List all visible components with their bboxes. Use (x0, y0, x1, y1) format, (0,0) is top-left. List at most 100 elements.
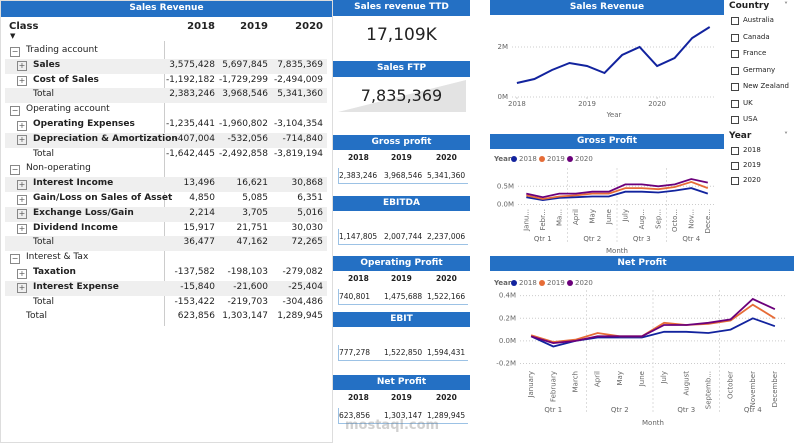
row-band (5, 58, 327, 74)
cell-value: 623,856 (177, 311, 215, 322)
slicer-item[interactable]: France (743, 49, 767, 57)
kpi-year: 2018 (348, 393, 369, 402)
chart-title: Net Profit (490, 256, 794, 271)
expand-icon: − (10, 253, 20, 264)
legend-marker (511, 280, 517, 286)
y-tick-label: 0.0M (497, 201, 514, 209)
row-label: Total (33, 89, 55, 100)
kpi-value: 2,383,246 (339, 171, 378, 180)
cell-value: 3,575,428 (169, 59, 215, 70)
group-label: Qtr 2 (583, 235, 601, 243)
y-tick-label: 0M (498, 93, 509, 101)
x-tick-label: May (616, 371, 624, 385)
x-tick-label: 2020 (648, 100, 666, 108)
kpi-year: 2019 (391, 274, 412, 283)
group-label: Qtr 3 (633, 235, 651, 243)
slicer-item[interactable]: 2018 (743, 146, 761, 154)
cell-value: 72,265 (291, 237, 324, 248)
kpi-underline (338, 360, 468, 361)
table-panel: Sales Revenue Class 2018 2019 2020 ▼ − Trading … (0, 0, 333, 443)
line (526, 178, 708, 199)
x-tick-label: Ma... (555, 209, 563, 226)
kpi-year: 2020 (436, 393, 457, 402)
checkbox (731, 177, 739, 185)
checkbox (731, 17, 739, 25)
expand-icon: − (10, 46, 20, 57)
row-label: Operating Expenses (33, 119, 135, 129)
kpi-year: 2020 (436, 153, 457, 162)
cell-value: 5,341,360 (277, 89, 323, 100)
kpi-title: Operating Profit (333, 256, 470, 271)
kpi-value: 1,147,805 (339, 232, 378, 241)
legend-label: 2020 (575, 279, 593, 287)
slicer-title: Country (729, 1, 770, 11)
slicer-item[interactable]: 2019 (743, 161, 761, 169)
checkbox (731, 162, 739, 170)
area-shape (338, 80, 466, 112)
slicer-item[interactable]: New Zealand (743, 82, 789, 90)
cell-value: 2,214 (189, 207, 215, 218)
x-tick-label: Janu... (522, 209, 530, 232)
column-header: Class (9, 21, 39, 32)
watermark: mostaql.com (345, 418, 440, 433)
cell-value: 30,030 (291, 222, 324, 233)
slicer-item[interactable]: USA (743, 115, 758, 123)
expand-icon: + (17, 209, 27, 220)
row-band (5, 132, 327, 148)
x-tick-label: June (605, 209, 613, 225)
slicer-item[interactable]: Germany (743, 65, 776, 74)
column-header: 2018 (187, 21, 215, 32)
group-label: Qtr 2 (611, 406, 629, 414)
slicer-title: Year (729, 131, 752, 141)
kpi-value: 2,007,744 (384, 232, 423, 241)
cell-value: -3,819,194 (273, 148, 323, 159)
expand-icon: + (17, 283, 27, 294)
row-label: Sales (33, 59, 61, 70)
kpi-title: EBITDA (333, 196, 470, 211)
row-label: Total (33, 237, 55, 248)
kpi-year: 2020 (436, 274, 457, 283)
card-shape (338, 80, 466, 112)
row-label: Non-operating (26, 163, 91, 174)
x-tick-label: August (682, 371, 690, 396)
y-tick-label: 0.2M (499, 314, 516, 322)
cell-value: 1,289,945 (277, 311, 323, 322)
slicer-item[interactable]: UK (743, 98, 753, 107)
x-tick-label: December (771, 371, 779, 407)
legend-marker (539, 280, 545, 286)
card-title: Sales revenue TTD (333, 0, 470, 16)
row-label: Dividend Income (33, 222, 118, 233)
row-label: Gain/Loss on Sales of Asset (33, 193, 173, 203)
x-axis-title: Month (606, 247, 628, 255)
legend-label: 2019 (547, 155, 565, 163)
group-label: Qtr 1 (534, 235, 552, 243)
line (526, 187, 709, 202)
cell-value: 21,751 (236, 222, 269, 233)
kpi-divider (338, 345, 339, 360)
row-label: Interest Income (33, 178, 114, 189)
slicer-item[interactable]: 2020 (743, 176, 761, 184)
kpi-year: 2019 (391, 153, 412, 162)
line (530, 297, 776, 345)
card-title: Sales FTP (333, 61, 470, 77)
x-tick-label: April (594, 371, 602, 387)
slicer-item[interactable]: Canada (743, 32, 770, 41)
cell-value: -279,082 (282, 267, 323, 277)
kpi-year: 2018 (348, 153, 369, 162)
cell-value: 5,085 (242, 193, 268, 203)
cell-value: 6,351 (297, 193, 323, 203)
x-tick-label: Octo... (671, 209, 679, 232)
kpi-value: 2,237,006 (427, 232, 466, 241)
cell-value: -714,840 (282, 133, 323, 144)
cell-value: -2,492,858 (218, 148, 268, 159)
kpi-divider (338, 408, 339, 423)
kpi-value: 1,522,166 (427, 292, 466, 301)
slicer-item[interactable]: Australia (743, 16, 774, 24)
checkbox (731, 50, 739, 58)
cell-value: -21,600 (233, 281, 268, 292)
x-tick-label: Aug... (638, 209, 646, 229)
kpi-value: 777,278 (339, 348, 371, 357)
checkbox (731, 33, 739, 42)
row-band (5, 88, 327, 104)
cell-value: 1,303,147 (222, 311, 268, 322)
